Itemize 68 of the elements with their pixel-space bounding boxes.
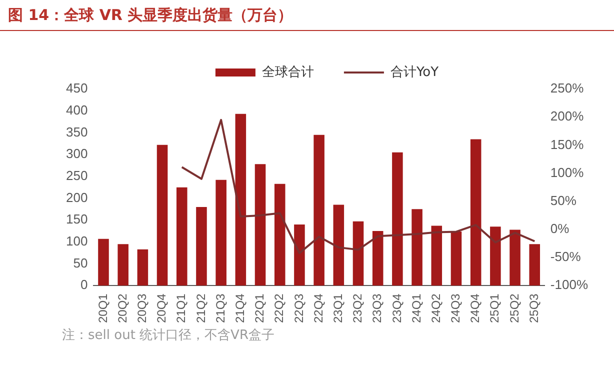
x-tick-label: 21Q2 bbox=[194, 293, 208, 324]
legend-label: 合计YoY bbox=[390, 64, 439, 80]
y-tick-label: 150 bbox=[66, 212, 88, 227]
bar bbox=[156, 144, 168, 286]
x-tick-label: 24Q4 bbox=[468, 293, 482, 324]
bar bbox=[196, 206, 207, 286]
text: 注：sell out 统计口径，不含VR盒子 bbox=[62, 327, 276, 345]
y2-tick-label: -50% bbox=[550, 249, 582, 264]
x-tick-label: 22Q2 bbox=[272, 293, 286, 324]
x-tick-label: 20Q2 bbox=[115, 293, 130, 324]
x-tick-label: 25Q1 bbox=[488, 293, 502, 324]
bar bbox=[254, 164, 266, 286]
bar bbox=[137, 249, 148, 286]
bar bbox=[294, 224, 305, 286]
x-tick-label: 22Q3 bbox=[292, 293, 306, 324]
x-tick-label: 24Q1 bbox=[409, 293, 424, 324]
y-tick-label: 300 bbox=[66, 146, 88, 162]
y-tick-label: 200 bbox=[66, 190, 88, 205]
x-tick-label: 24Q2 bbox=[428, 293, 443, 324]
legend-label: 全球合计 bbox=[262, 64, 314, 80]
y2-tick-label: 200% bbox=[550, 108, 584, 124]
y-tick-label: 450 bbox=[66, 80, 88, 96]
x-tick-label: 23Q4 bbox=[390, 293, 404, 324]
bar bbox=[216, 180, 226, 286]
x-tick-label: 25Q2 bbox=[507, 293, 522, 324]
bar bbox=[235, 114, 246, 286]
y2-tick-label: 150% bbox=[550, 136, 584, 152]
y-tick-label: 50 bbox=[73, 255, 88, 270]
x-tick-label: 21Q1 bbox=[174, 293, 188, 324]
bar bbox=[352, 221, 364, 286]
bar bbox=[333, 204, 344, 286]
x-tick-label: 21Q3 bbox=[213, 293, 228, 324]
x-tick-label: 20Q4 bbox=[154, 293, 169, 324]
bar bbox=[176, 187, 188, 286]
x-tick-label: 21Q4 bbox=[232, 293, 247, 324]
y-tick-label: 400 bbox=[66, 102, 88, 118]
y2-tick-label: 100% bbox=[550, 164, 584, 180]
bar bbox=[510, 230, 520, 286]
bar bbox=[470, 139, 482, 286]
y-tick-label: 100 bbox=[66, 234, 88, 249]
bar bbox=[372, 231, 384, 286]
y-tick-label: 250 bbox=[66, 168, 88, 183]
x-tick-label: 22Q1 bbox=[252, 293, 267, 324]
bar bbox=[431, 226, 442, 286]
x-tick-label: 24Q3 bbox=[448, 293, 463, 324]
x-tick-label: 23Q1 bbox=[330, 293, 345, 324]
y2-tick-label: 250% bbox=[550, 80, 584, 96]
chart-title: 图 14：全球 VR 头显季度出货量（万台） bbox=[8, 6, 293, 25]
x-tick-label: 23Q3 bbox=[370, 293, 384, 324]
bar bbox=[392, 152, 403, 286]
bar bbox=[490, 226, 501, 286]
y2-tick-label: 50% bbox=[550, 192, 577, 208]
y-tick-label: 350 bbox=[66, 124, 88, 140]
y-tick-label: 0 bbox=[80, 277, 88, 292]
bar bbox=[98, 238, 109, 286]
x-tick-label: 20Q1 bbox=[96, 293, 110, 324]
bar bbox=[450, 231, 462, 286]
y2-tick-label: 0% bbox=[550, 221, 570, 236]
x-tick-label: 22Q4 bbox=[311, 293, 326, 324]
bar bbox=[274, 184, 286, 286]
x-tick-label: 25Q3 bbox=[526, 293, 541, 324]
bar bbox=[118, 244, 128, 286]
bar bbox=[314, 134, 324, 286]
x-tick-label: 20Q3 bbox=[134, 293, 149, 324]
bar bbox=[412, 209, 422, 286]
y2-tick-label: -100% bbox=[550, 277, 588, 292]
bar bbox=[529, 244, 540, 286]
x-tick-label: 23Q2 bbox=[350, 293, 365, 324]
